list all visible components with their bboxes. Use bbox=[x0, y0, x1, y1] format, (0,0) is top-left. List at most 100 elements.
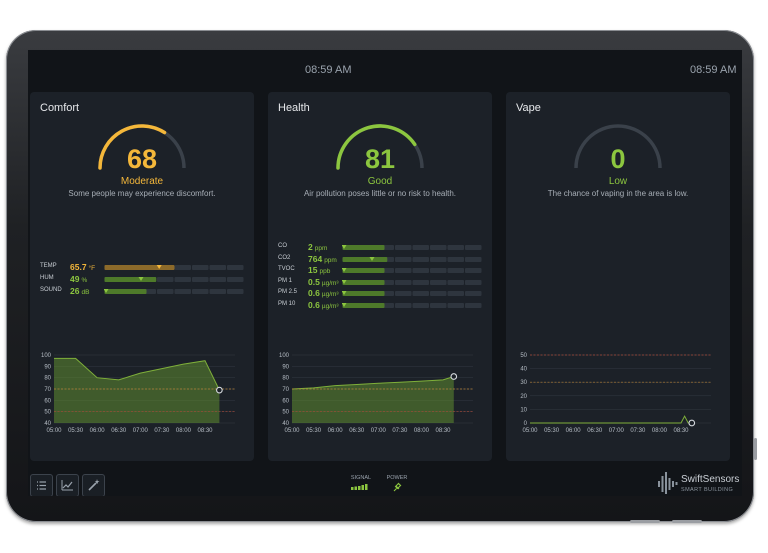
chart-y-tick-label: 60 bbox=[282, 398, 289, 404]
comfort-score: 68 bbox=[126, 144, 158, 174]
dashboard-screen: 08:59 AM 08:59 AM Comfort 68 Moderate So… bbox=[28, 50, 742, 496]
chart-x-tick-label: 08:30 bbox=[435, 428, 451, 434]
metric-label: CO2 bbox=[278, 254, 291, 261]
chart-current-point bbox=[688, 419, 696, 427]
metric-label: TVOC bbox=[278, 266, 295, 272]
chart-y-tick-label: 40 bbox=[520, 367, 527, 373]
metric-marker bbox=[342, 279, 347, 284]
metric-bar-segment bbox=[227, 265, 244, 270]
metric-bar-segment bbox=[447, 268, 464, 273]
vape-panel[interactable]: Vape 0 Low The chance of vaping in the a… bbox=[506, 92, 730, 461]
health-panel[interactable]: Health 81 Good Air pollution poses littl… bbox=[268, 92, 492, 461]
metric-bar-segment bbox=[209, 265, 226, 270]
comfort-gauge bbox=[98, 124, 186, 170]
metric-row: HUM 49% bbox=[40, 274, 244, 284]
vape-score: 0 bbox=[610, 144, 626, 174]
metric-bar-segment bbox=[395, 291, 412, 296]
chart-current-point bbox=[216, 386, 223, 394]
panel-title: Health bbox=[278, 102, 310, 114]
chart-x-tick-label: 08:00 bbox=[176, 428, 192, 434]
metric-marker bbox=[342, 302, 347, 307]
metric-bar-segment bbox=[227, 289, 244, 294]
metric-bar-fill bbox=[342, 245, 385, 250]
vape-gauge bbox=[574, 124, 662, 169]
chart-x-tick-label: 05:30 bbox=[306, 428, 322, 434]
chart-x-tick-label: 05:00 bbox=[46, 428, 62, 434]
metric-label: SOUND bbox=[40, 287, 62, 293]
panel-title: Vape bbox=[516, 102, 541, 114]
chart-x-tick-label: 05:30 bbox=[68, 428, 84, 434]
chart-y-tick-label: 10 bbox=[520, 407, 527, 413]
tablet-volume-button bbox=[672, 520, 702, 523]
metric-marker bbox=[342, 291, 347, 295]
chart-x-tick-label: 05:00 bbox=[522, 428, 538, 434]
metric-value: 0.6 µg/m³ bbox=[308, 299, 339, 310]
header-time-right: 08:59 AM bbox=[690, 64, 737, 76]
metric-bar-segment bbox=[447, 256, 464, 262]
metric-bar-segment bbox=[412, 245, 429, 250]
metric-bar-fill bbox=[342, 268, 385, 273]
metric-bar-fill bbox=[342, 291, 385, 296]
metric-bar-segment bbox=[395, 245, 412, 250]
chart-x-tick-label: 06:00 bbox=[90, 428, 106, 434]
metric-bar-segment bbox=[447, 279, 464, 285]
wand-icon bbox=[88, 479, 100, 491]
chart-x-tick-label: 05:30 bbox=[544, 428, 560, 434]
metric-bar-segment bbox=[465, 256, 482, 262]
vape-chart: 50 40 30 20 10 005:00 05:30 06:00 06:30 07:00 07:3… bbox=[520, 353, 711, 434]
metric-bar-segment bbox=[157, 289, 174, 294]
chart-y-tick-label: 20 bbox=[520, 394, 527, 400]
chart-x-tick-label: 06:00 bbox=[328, 428, 344, 434]
metric-row: TEMP 65.7 °F bbox=[40, 262, 244, 272]
comfort-description: Some people may experience discomfort. bbox=[68, 189, 216, 198]
metric-bar-segment bbox=[412, 302, 429, 308]
metric-bar-fill bbox=[104, 277, 157, 282]
metric-bar-segment bbox=[174, 277, 191, 282]
chart-y-tick-label: 70 bbox=[44, 387, 51, 393]
metric-bar-segment bbox=[465, 245, 482, 250]
metric-row: SOUND 26 dB bbox=[40, 286, 244, 296]
comfort-panel[interactable]: Comfort 68 Moderate Some people may expe… bbox=[30, 92, 254, 461]
metric-level-bar bbox=[342, 268, 482, 273]
metric-unit: % bbox=[81, 277, 88, 284]
metric-bar-segment bbox=[430, 256, 447, 262]
metric-unit: µg/m³ bbox=[321, 279, 339, 287]
metric-value: 0.5 µg/m³ bbox=[308, 276, 339, 287]
metric-label: HUM bbox=[40, 275, 54, 281]
chart-series-line bbox=[54, 357, 220, 391]
chart-series-line bbox=[291, 376, 454, 390]
comfort-level: Moderate bbox=[120, 176, 164, 187]
chart-x-tick-label: 07:00 bbox=[133, 428, 149, 434]
metric-row: CO2 764 ppm bbox=[278, 254, 482, 264]
signal-icon bbox=[351, 484, 368, 490]
chart-x-tick-label: 06:00 bbox=[566, 428, 582, 434]
list-view-button[interactable] bbox=[30, 474, 53, 496]
metric-level-bar bbox=[104, 289, 244, 294]
chart-y-tick-label: 90 bbox=[282, 364, 289, 370]
metric-bar-segment bbox=[395, 268, 412, 273]
chart-x-tick-label: 07:00 bbox=[609, 428, 625, 434]
line-chart-icon bbox=[61, 480, 73, 491]
chart-x-tick-label: 08:30 bbox=[673, 428, 689, 434]
metric-bar-segment bbox=[447, 302, 464, 308]
metric-label: CO bbox=[278, 243, 287, 249]
chart-y-tick-label: 80 bbox=[282, 376, 289, 382]
metric-bar-segment bbox=[227, 277, 244, 282]
metric-level-bar bbox=[342, 245, 482, 250]
chart-y-tick-label: 40 bbox=[44, 421, 51, 427]
chart-x-tick-label: 08:00 bbox=[414, 428, 430, 434]
metric-value: 764 ppm bbox=[308, 253, 337, 264]
metric-unit: ppm bbox=[314, 245, 328, 252]
metric-unit: ppm bbox=[324, 256, 337, 264]
chart-y-tick-label: 70 bbox=[282, 387, 289, 393]
chart-y-tick-label: 100 bbox=[279, 353, 290, 359]
metric-label: PM 1 bbox=[278, 277, 293, 284]
metric-marker bbox=[342, 245, 347, 249]
metric-value: 15 ppb bbox=[308, 265, 331, 275]
magic-wand-button[interactable] bbox=[82, 474, 105, 496]
metric-marker bbox=[369, 256, 375, 261]
chart-view-button[interactable] bbox=[56, 474, 79, 496]
metric-bar-segment bbox=[465, 291, 482, 296]
brand-tagline: SMART BUILDING bbox=[681, 487, 734, 493]
